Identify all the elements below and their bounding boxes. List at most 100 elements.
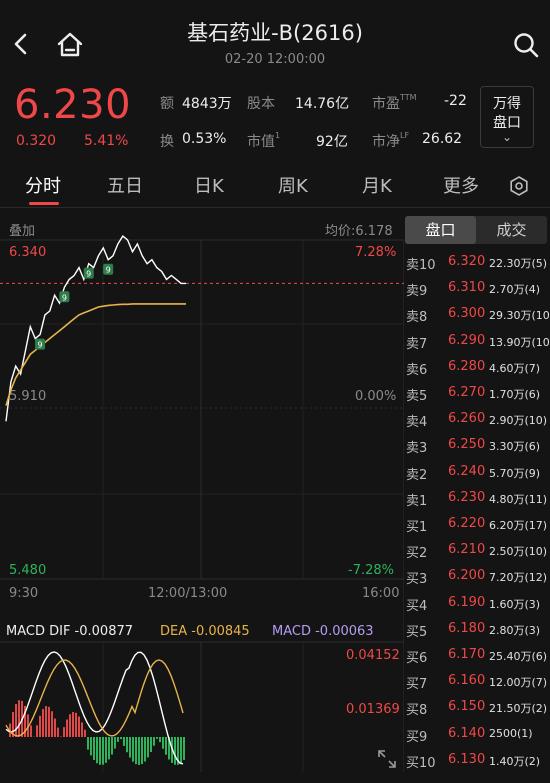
ask-row[interactable]: 卖10 6.320 22.30万(5)	[405, 250, 550, 276]
macd-bar	[126, 737, 128, 753]
bid-row[interactable]: 买3 6.200 7.20万(12)	[405, 564, 550, 590]
stat-pb-value: 26.62	[422, 131, 463, 147]
macd-bar	[42, 709, 44, 737]
macd-bar	[48, 706, 50, 737]
order-volume: 2500(1)	[489, 726, 533, 740]
order-side: 卖10	[406, 258, 436, 273]
macd-bar	[96, 737, 98, 764]
bid-row[interactable]: 买9 6.140 2500(1)	[405, 722, 550, 748]
overlay-button[interactable]: 叠加	[9, 224, 36, 239]
tab-trades[interactable]: 成交	[496, 221, 527, 239]
event-marker[interactable]: 9	[103, 263, 114, 275]
ask-row[interactable]: 卖4 6.260 2.90万(10)	[405, 407, 550, 433]
macd-bar	[177, 737, 179, 765]
order-volume: 2.70万(4)	[489, 283, 541, 297]
ask-row[interactable]: 卖1 6.230 4.80万(11)	[405, 486, 550, 512]
macd-bar	[153, 737, 155, 746]
bid-row[interactable]: 买4 6.190 1.60万(3)	[405, 591, 550, 617]
macd-bar	[63, 727, 65, 737]
order-price: 6.290	[448, 332, 486, 348]
order-side: 卖4	[406, 415, 428, 431]
wande-pankou-button[interactable]: 万得 盘口 ⌄	[480, 86, 534, 148]
time-end-label: 16:00	[362, 586, 400, 601]
macd-bar	[138, 737, 140, 765]
fullscreen-icon[interactable]	[376, 748, 398, 770]
svg-text:9: 9	[106, 266, 111, 275]
home-icon[interactable]	[56, 30, 84, 58]
event-marker[interactable]: 9	[59, 291, 70, 303]
macd-dif-line	[5, 651, 184, 765]
order-volume: 4.60万(7)	[489, 361, 541, 375]
order-volume: 2.90万(10)	[489, 414, 548, 428]
settings-icon[interactable]	[509, 176, 529, 196]
macd-bar	[36, 725, 38, 737]
bid-row[interactable]: 买5 6.180 2.80万(3)	[405, 617, 550, 643]
macd-bar	[105, 737, 107, 763]
tab-monthly-k[interactable]: 月K	[362, 176, 392, 197]
stat-mcap-value: 92亿	[316, 134, 348, 150]
ask-row[interactable]: 卖5 6.270 1.70万(6)	[405, 381, 550, 407]
order-price: 6.180	[448, 620, 486, 636]
bid-row[interactable]: 买6 6.170 25.40万(6)	[405, 643, 550, 669]
bid-row[interactable]: 买10 6.130 1.40万(2)	[405, 748, 550, 774]
order-side: 卖3	[406, 441, 428, 457]
order-side: 卖2	[406, 467, 428, 483]
macd-bar	[39, 715, 41, 737]
ask-row[interactable]: 卖3 6.250 3.30万(6)	[405, 433, 550, 459]
active-tab-indicator	[29, 202, 59, 205]
tab-intraday[interactable]: 分时	[25, 176, 61, 197]
bid-row[interactable]: 买8 6.150 21.50万(2)	[405, 695, 550, 721]
tab-pankou[interactable]: 盘口	[405, 216, 476, 244]
order-price: 6.320	[448, 254, 486, 269]
time-mid-label: 12:00/13:00	[148, 586, 228, 601]
tab-daily-k[interactable]: 日K	[194, 176, 224, 197]
order-price: 6.130	[448, 751, 486, 767]
macd-bar	[78, 716, 80, 737]
tab-five-day[interactable]: 五日	[107, 176, 143, 197]
y-low-label: 5.480	[9, 563, 47, 578]
macd-high-label: 0.04152	[346, 648, 400, 663]
macd-bar	[165, 737, 167, 755]
ask-row[interactable]: 卖9 6.310 2.70万(4)	[405, 276, 550, 302]
order-volume: 1.60万(3)	[489, 597, 541, 611]
tab-weekly-k[interactable]: 周K	[278, 176, 308, 197]
back-arrow-icon[interactable]	[10, 30, 32, 58]
order-volume: 2.80万(3)	[489, 623, 541, 637]
macd-bar	[108, 737, 110, 760]
macd-dea-line	[5, 659, 184, 737]
ask-row[interactable]: 卖2 6.240 5.70万(9)	[405, 460, 550, 486]
macd-dea-label: DEA -0.00845	[160, 624, 250, 639]
svg-text:9: 9	[62, 293, 67, 302]
top-bar: 基石药业-B(2616) 02-20 12:00:00	[0, 0, 550, 78]
price-change-pct: 5.41%	[84, 133, 129, 149]
bid-row[interactable]: 买1 6.220 6.20万(17)	[405, 512, 550, 538]
order-volume: 2.50万(10)	[489, 545, 548, 559]
ask-row[interactable]: 卖6 6.280 4.60万(7)	[405, 355, 550, 381]
intraday-chart[interactable]: 叠加 均价:6.178 6.340 7.28% 5.910 0.00% 5.48…	[0, 212, 404, 772]
order-price: 6.220	[448, 516, 486, 531]
macd-bar	[102, 737, 104, 765]
bid-row[interactable]: 买2 6.210 2.50万(10)	[405, 538, 550, 564]
ask-row[interactable]: 卖7 6.290 13.90万(10)	[405, 329, 550, 355]
order-book: 盘口 成交 卖10 6.320 22.30万(5) 卖9 6.310 2.70万(4) 卖8…	[405, 214, 550, 783]
event-marker[interactable]: 9	[83, 267, 94, 279]
order-side: 卖9	[406, 284, 428, 300]
order-price: 6.280	[448, 358, 486, 374]
order-side: 买9	[406, 729, 428, 745]
order-volume: 22.30万(5)	[489, 257, 548, 270]
order-price: 6.170	[448, 647, 486, 662]
chart-tabs: 分时 五日 日K 周K 月K 更多	[0, 166, 550, 208]
macd-bar	[18, 700, 20, 737]
order-volume: 25.40万(6)	[489, 650, 548, 663]
pct-mid-label: 0.00%	[355, 389, 397, 404]
macd-bar	[156, 737, 158, 739]
tab-more[interactable]: 更多	[443, 176, 479, 197]
macd-value-label: MACD -0.00063	[272, 624, 374, 639]
y-high-label: 6.340	[9, 245, 47, 260]
search-icon[interactable]	[512, 31, 540, 59]
event-marker[interactable]: 9	[35, 338, 46, 350]
ask-row[interactable]: 卖8 6.300 29.30万(10)	[405, 302, 550, 328]
macd-bar	[132, 737, 134, 762]
macd-bar	[117, 737, 119, 742]
bid-row[interactable]: 买7 6.160 12.00万(7)	[405, 669, 550, 695]
